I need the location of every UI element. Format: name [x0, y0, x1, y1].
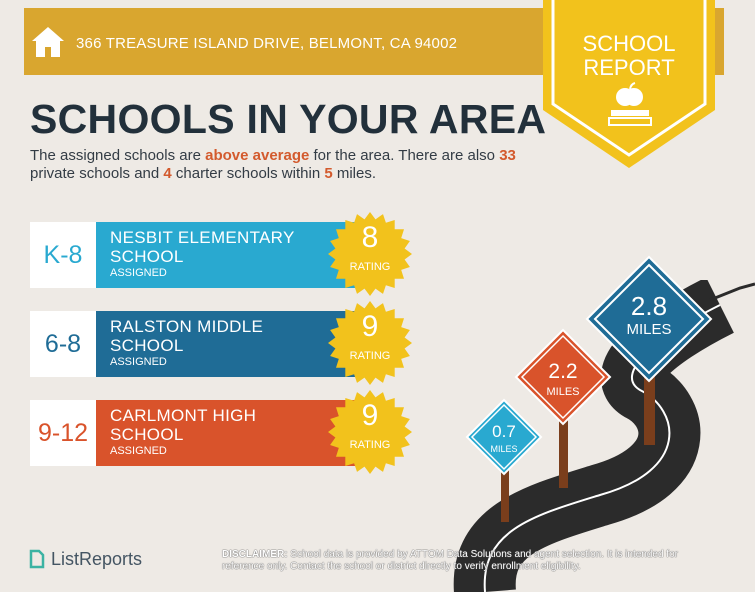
sign-distance: 0.7 [492, 422, 516, 441]
starburst-icon [328, 212, 412, 296]
summary-highlight: above average [205, 147, 310, 164]
school-status: ASSIGNED [110, 445, 167, 457]
distance-sign-near: 0.7 MILES [465, 398, 543, 523]
property-address: 366 TREASURE ISLAND DRIVE, BELMONT, CA 9… [76, 35, 458, 52]
grade-range: K-8 [30, 222, 96, 288]
home-icon [32, 27, 64, 57]
school-row-elementary: K-8 NESBIT ELEMENTARY SCHOOL ASSIGNED [30, 222, 360, 288]
badge-title: SCHOOL REPORT [539, 32, 719, 80]
school-name: NESBIT ELEMENTARY SCHOOL [110, 228, 295, 266]
summary-part: The assigned schools are [30, 147, 206, 164]
school-band [96, 222, 360, 288]
badge-line2: REPORT [583, 55, 675, 80]
diamond-sign [514, 328, 612, 426]
badge-line1: SCHOOL [582, 31, 676, 56]
starburst-icon [328, 301, 412, 385]
school-status: ASSIGNED [110, 267, 167, 279]
sign-unit: MILES [546, 386, 580, 398]
sign-distance: 2.2 [548, 360, 578, 383]
school-name: CARLMONT HIGH SCHOOL [110, 406, 257, 444]
disclaimer-label: DISCLAIMER: [222, 549, 288, 560]
school-row-middle: 6-8 RALSTON MIDDLE SCHOOL ASSIGNED [30, 311, 360, 377]
rating-label: RATING [349, 350, 391, 362]
sign-unit: MILES [626, 321, 672, 338]
radius-miles: 5 [324, 165, 333, 182]
sign-post [644, 365, 655, 445]
rating-value: 9 [361, 399, 379, 432]
disclaimer: DISCLAIMER: School data is provided by A… [222, 549, 722, 573]
summary-part: miles. [332, 165, 377, 182]
summary-text: The assigned schools are above average f… [30, 147, 530, 183]
charter-school-count: 4 [163, 165, 172, 182]
school-name: RALSTON MIDDLE SCHOOL [110, 317, 264, 355]
rating-value: 9 [361, 310, 379, 343]
school-band [96, 400, 360, 466]
apple-on-books-icon [608, 82, 652, 126]
summary-part: private schools and [30, 165, 164, 182]
rating-seal: 8 RATING [327, 211, 413, 297]
starburst-icon [328, 390, 412, 474]
rating-label: RATING [349, 439, 391, 451]
grade-range: 9-12 [30, 400, 96, 466]
sign-distance: 2.8 [630, 291, 668, 321]
rating-seal: 9 RATING [327, 389, 413, 475]
diamond-sign [465, 398, 543, 476]
school-report-badge [539, 0, 719, 170]
rating-seal: 9 RATING [327, 300, 413, 386]
page-title: SCHOOLS IN YOUR AREA [30, 96, 547, 142]
summary-part: for the area. There are also [309, 147, 500, 164]
school-band [96, 311, 360, 377]
sign-post [559, 408, 568, 488]
rating-value: 8 [361, 221, 379, 254]
listreports-logo: ListReports [28, 548, 142, 570]
sign-post [501, 458, 509, 522]
disclaimer-text: School data is provided by ATTOM Data So… [222, 549, 678, 572]
private-school-count: 33 [499, 147, 516, 164]
school-status: ASSIGNED [110, 356, 167, 368]
logo-text: ListReports [51, 548, 143, 569]
distance-sign-far: 2.8 MILES [585, 255, 713, 445]
listreports-mark-icon [29, 549, 45, 569]
diamond-sign [585, 255, 713, 383]
summary-part: charter schools within [171, 165, 325, 182]
sign-unit: MILES [490, 444, 518, 454]
school-row-high: 9-12 CARLMONT HIGH SCHOOL ASSIGNED [30, 400, 360, 466]
rating-label: RATING [349, 261, 391, 273]
grade-range: 6-8 [30, 311, 96, 377]
distance-sign-mid: 2.2 MILES [514, 328, 612, 488]
